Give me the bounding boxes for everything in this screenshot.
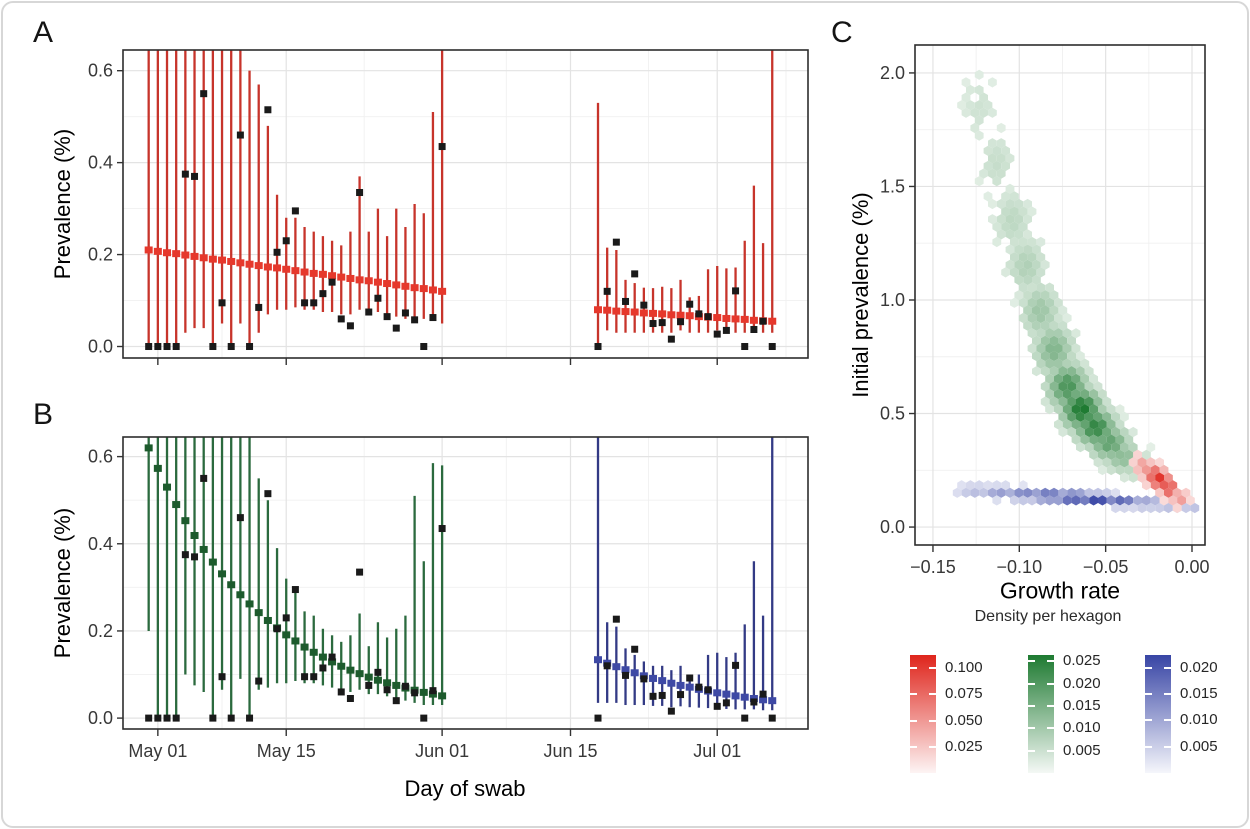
legend-tick <box>1145 745 1152 748</box>
axis-tick-label: −0.05 <box>1083 557 1129 577</box>
axis-tick-label: 0.0 <box>88 337 113 357</box>
axis-tick-label: 0.2 <box>88 245 113 265</box>
axis-tick-label: May 01 <box>128 741 187 761</box>
axis-tick-label: 2.0 <box>880 63 905 83</box>
legend-tick <box>910 745 917 748</box>
legend-group-red: 0.100 0.075 0.050 0.025 <box>910 655 1028 787</box>
panel-b-label: B <box>33 398 54 431</box>
legend-tick-label-green: 0.025 <box>1063 652 1101 670</box>
legend-tick <box>1047 682 1054 685</box>
legend-tick-label-green: 0.005 <box>1063 741 1101 759</box>
axis-tick-label: 0.4 <box>88 153 113 173</box>
legend-tick <box>1164 666 1171 669</box>
legend-bar-red <box>910 655 936 773</box>
legend-tick-label-red: 0.050 <box>945 711 983 729</box>
legend-tick-label-blue: 0.005 <box>1180 737 1218 755</box>
legend-tick <box>1047 660 1054 663</box>
legend-bar-green <box>1028 655 1054 773</box>
legend-bar-blue <box>1145 655 1171 773</box>
legend-group-blue: 0.020 0.015 0.010 0.005 <box>1145 655 1250 787</box>
legend-group-green: 0.025 0.020 0.015 0.010 0.005 <box>1028 652 1146 787</box>
legend-tick-label-red: 0.075 <box>945 685 983 703</box>
axis-tick-label: 1.5 <box>880 176 905 196</box>
axis-tick-label: Jul 01 <box>693 741 741 761</box>
axis-tick-label: 0.2 <box>88 621 113 641</box>
axis-tick-label: −0.15 <box>910 557 956 577</box>
legend-tick-label-blue: 0.015 <box>1180 684 1218 702</box>
legend-tick <box>929 693 936 696</box>
legend-tick-label-red: 0.025 <box>945 737 983 755</box>
legend-tick <box>1145 666 1152 669</box>
panel-a-label: A <box>33 16 54 49</box>
axis-tick-label: 0.5 <box>880 404 905 424</box>
axis-tick-label: May 15 <box>257 741 316 761</box>
legend-tick <box>1028 682 1035 685</box>
legend-tick-label-green: 0.015 <box>1063 696 1101 714</box>
legend-tick <box>910 693 917 696</box>
legend-tick <box>929 667 936 670</box>
legend-tick <box>1028 704 1035 707</box>
legend-tick <box>1047 749 1054 752</box>
legend-tick-label-green: 0.020 <box>1063 674 1101 692</box>
panel-c-label: C <box>831 16 853 49</box>
legend-tick <box>1164 745 1171 748</box>
legend-tick-label-red: 0.100 <box>945 659 983 677</box>
legend-tick <box>1028 660 1035 663</box>
axis-tick-label: −0.10 <box>997 557 1043 577</box>
legend-tick <box>1164 719 1171 722</box>
legend-tick <box>1164 692 1171 695</box>
legend-tick-label-green: 0.010 <box>1063 719 1101 737</box>
axis-tick-label: Jun 15 <box>543 741 597 761</box>
axis-tick-label: 1.0 <box>880 290 905 310</box>
legend-tick <box>929 719 936 722</box>
legend-tick <box>910 667 917 670</box>
panel-a-plot: 0.0 0.2 0.4 0.6 <box>88 49 809 365</box>
legend-tick <box>1145 719 1152 722</box>
axis-tick-label: 0.6 <box>88 61 113 81</box>
density-legend-title: Density per hexagon <box>974 608 1122 625</box>
panel-b-plot: 0.0 0.2 0.4 0.6 May 01 May 15 Jun 01 Jun 15 Jul … <box>88 436 809 761</box>
legend-tick <box>910 719 917 722</box>
legend-tick <box>1028 749 1035 752</box>
panel-c-x-axis-title: Growth rate <box>999 577 1121 604</box>
legend-tick-label-blue: 0.020 <box>1180 658 1218 676</box>
axis-tick-label: 0.4 <box>88 534 113 554</box>
axis-tick-label: 0.0 <box>880 517 905 537</box>
legend-tick <box>1047 704 1054 707</box>
axis-tick-label: 0.00 <box>1174 557 1209 577</box>
legend-tick-label-blue: 0.010 <box>1180 711 1218 729</box>
panel-c-plot: 0.0 0.5 1.0 1.5 2.0 −0.15 −0.10 −0.05 0.00 <box>880 44 1210 577</box>
legend-tick <box>929 745 936 748</box>
axis-tick-label: 0.6 <box>88 447 113 467</box>
axis-tick-label: Jun 01 <box>415 741 469 761</box>
legend-tick <box>1047 727 1054 730</box>
legend-tick <box>1145 692 1152 695</box>
panel-b-x-axis-title: Day of swab <box>404 776 526 801</box>
axis-tick-label: 0.0 <box>88 708 113 728</box>
legend-tick <box>1028 727 1035 730</box>
